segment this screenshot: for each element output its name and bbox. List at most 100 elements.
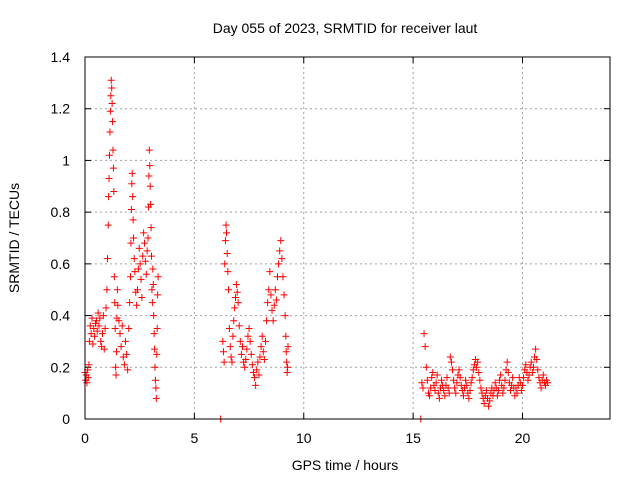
data-point [109, 164, 117, 172]
data-point [152, 384, 160, 392]
data-point [233, 288, 241, 296]
data-point [100, 345, 108, 353]
data-point [462, 376, 470, 384]
data-point [99, 330, 106, 338]
data-point [127, 206, 135, 214]
data-point [463, 381, 471, 389]
data-point [474, 358, 482, 366]
data-point [118, 322, 126, 330]
data-point [219, 337, 227, 345]
data-point [509, 374, 517, 382]
data-point [128, 169, 136, 177]
data-point [485, 402, 493, 410]
data-point [265, 286, 273, 294]
data-point [539, 371, 547, 379]
data-point [246, 337, 254, 345]
data-point [252, 381, 260, 389]
data-point [140, 229, 148, 237]
data-point [429, 368, 437, 376]
data-point [106, 128, 114, 136]
data-point [145, 172, 153, 180]
data-point [236, 337, 244, 345]
data-point [93, 327, 101, 335]
data-point [110, 187, 118, 195]
data-point [520, 374, 528, 382]
data-point [524, 376, 532, 384]
y-tick-label: 0 [62, 411, 70, 427]
data-point [468, 374, 476, 382]
data-point [446, 353, 454, 361]
data-point [264, 299, 272, 307]
data-point [275, 260, 283, 268]
data-point [272, 296, 280, 304]
data-point [144, 234, 152, 242]
y-axis-label: SRMTID / TECUs [6, 183, 22, 293]
data-point [497, 371, 505, 379]
data-point [220, 358, 228, 366]
grid [85, 57, 610, 419]
data-point [494, 387, 502, 395]
data-point [529, 363, 537, 371]
data-point [94, 309, 102, 317]
data-point [435, 394, 443, 402]
data-point [477, 384, 485, 392]
data-point [114, 301, 122, 309]
data-point [134, 286, 141, 294]
data-point [280, 291, 288, 299]
data-point [440, 387, 448, 395]
data-point [146, 182, 154, 190]
data-point [253, 366, 261, 374]
data-point [134, 265, 142, 273]
y-tick-label: 1 [62, 152, 70, 168]
data-point [126, 299, 134, 307]
data-point [137, 275, 145, 283]
y-tick-label: 0.6 [51, 256, 71, 272]
data-point [226, 343, 234, 351]
data-point [239, 343, 246, 351]
data-point [528, 368, 536, 376]
data-point [445, 389, 453, 397]
data-point [537, 384, 545, 392]
data-point [266, 268, 274, 276]
data-point [151, 363, 159, 371]
data-point [270, 301, 278, 309]
data-point [493, 392, 501, 400]
data-point [130, 234, 138, 242]
data-point [284, 343, 292, 351]
data-point [256, 353, 264, 361]
data-point [444, 384, 452, 392]
data-point [85, 361, 93, 369]
data-point [267, 291, 275, 299]
data-point [154, 291, 162, 299]
data-point [491, 379, 499, 387]
data-point [101, 325, 109, 332]
x-tick-label: 15 [405, 430, 421, 446]
data-point [473, 363, 481, 371]
x-axis-label: GPS time / hours [292, 457, 399, 473]
data-point [232, 281, 240, 289]
x-tick-label: 0 [81, 430, 89, 446]
data-point [522, 361, 530, 369]
data-point [219, 348, 227, 356]
data-point [117, 343, 125, 351]
data-point [235, 322, 243, 330]
data-point [136, 260, 144, 268]
data-point [534, 366, 542, 374]
data-point [127, 239, 135, 247]
data-point [153, 325, 161, 332]
series-srmtid [81, 76, 552, 423]
data-point [243, 345, 251, 353]
data-point [102, 304, 110, 312]
data-point [248, 361, 256, 369]
data-point [116, 330, 124, 338]
data-point [97, 337, 105, 345]
data-point [257, 343, 265, 351]
data-point [418, 379, 426, 387]
data-point [501, 376, 509, 384]
data-point [234, 299, 242, 307]
data-point [486, 397, 494, 405]
data-point [130, 255, 138, 263]
x-tick-label: 5 [190, 430, 198, 446]
data-point [476, 376, 484, 384]
